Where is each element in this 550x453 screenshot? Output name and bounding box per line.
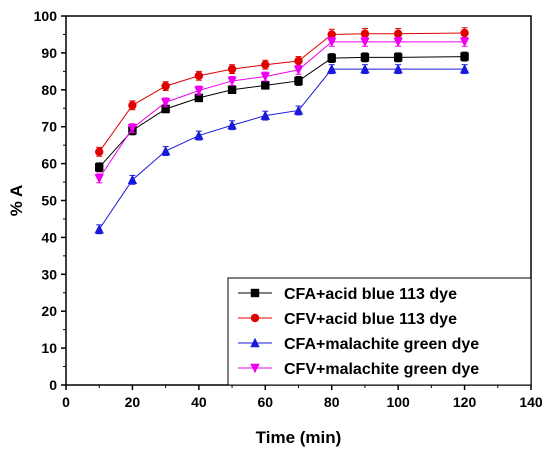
data-point xyxy=(127,123,138,134)
legend-marker xyxy=(250,288,260,298)
data-point xyxy=(459,63,470,74)
data-point xyxy=(94,174,104,184)
data-point xyxy=(95,163,104,172)
data-point xyxy=(393,29,403,38)
y-tick-label: 10 xyxy=(41,340,57,356)
x-tick-label: 0 xyxy=(62,394,70,410)
data-point xyxy=(327,30,336,39)
data-point xyxy=(128,101,137,110)
data-point xyxy=(360,63,370,74)
y-tick-label: 60 xyxy=(41,156,57,172)
x-tick-label: 80 xyxy=(324,394,340,410)
data-point xyxy=(360,29,370,38)
data-point xyxy=(327,53,336,63)
data-point xyxy=(161,81,170,91)
legend: CFA+acid blue 113 dye CFV+acid blue 113 d… xyxy=(227,277,532,386)
data-point xyxy=(227,64,237,74)
data-point xyxy=(160,98,171,108)
y-tick-label: 20 xyxy=(41,303,57,319)
series-2 xyxy=(95,27,469,157)
x-tick-label: 120 xyxy=(453,394,477,410)
y-tick-label: 40 xyxy=(41,229,57,245)
data-point xyxy=(294,56,303,66)
data-point xyxy=(459,37,470,48)
data-point xyxy=(95,147,104,156)
y-tick-label: 50 xyxy=(41,193,57,209)
x-axis-title: Time (min) xyxy=(256,428,342,447)
legend-label: CFV+malachite green dye xyxy=(284,361,479,378)
legend-marker xyxy=(250,313,260,323)
series-1 xyxy=(95,51,469,173)
data-point xyxy=(194,130,204,140)
data-point xyxy=(261,81,270,90)
y-tick-label: 30 xyxy=(41,266,57,282)
series-layer xyxy=(94,27,470,235)
y-tick-label: 0 xyxy=(49,377,57,393)
data-point xyxy=(393,63,403,74)
data-point xyxy=(94,224,104,234)
series-4 xyxy=(94,36,470,184)
y-tick-label: 70 xyxy=(41,119,57,135)
data-point xyxy=(127,174,138,185)
data-point xyxy=(194,86,204,96)
legend-label: CFV+acid blue 113 dye xyxy=(284,311,457,328)
data-point xyxy=(260,72,270,82)
data-point xyxy=(227,85,237,94)
data-point xyxy=(227,120,237,130)
series-line xyxy=(98,41,465,179)
data-point xyxy=(360,37,370,48)
x-tick-label: 100 xyxy=(386,394,410,410)
legend-label: CFA+acid blue 113 dye xyxy=(284,286,457,303)
y-axis: 0 10 20 30 40 50 60 70 80 90 100 xyxy=(34,8,66,393)
data-point xyxy=(460,28,469,38)
data-point xyxy=(294,76,303,86)
legend-label: CFA+malachite green dye xyxy=(284,336,479,353)
x-axis: 0 20 40 60 80 100 120 140 xyxy=(62,385,543,410)
y-tick-label: 90 xyxy=(41,45,57,61)
data-point xyxy=(194,71,204,80)
series-line xyxy=(98,32,465,153)
legend-marker xyxy=(250,337,260,348)
data-point xyxy=(393,37,403,48)
y-tick-label: 80 xyxy=(41,82,57,98)
data-point xyxy=(393,53,403,62)
data-point xyxy=(194,93,204,103)
data-point xyxy=(161,104,170,114)
data-point xyxy=(327,37,337,48)
y-axis-title: % A xyxy=(7,185,26,217)
data-point xyxy=(293,65,304,76)
y-tick-label: 100 xyxy=(34,8,58,24)
data-point xyxy=(260,110,270,120)
data-point xyxy=(460,52,469,61)
x-tick-label: 20 xyxy=(125,394,141,410)
x-tick-label: 60 xyxy=(257,394,273,410)
legend-marker xyxy=(250,363,260,374)
x-tick-label: 40 xyxy=(191,394,207,410)
data-point xyxy=(327,63,337,74)
data-point xyxy=(227,76,237,87)
data-point xyxy=(261,60,270,69)
series-3 xyxy=(94,63,470,235)
data-point xyxy=(360,53,370,62)
data-point xyxy=(293,105,304,115)
data-point xyxy=(160,145,171,156)
x-tick-label: 140 xyxy=(519,394,543,410)
legend-box xyxy=(227,277,532,386)
